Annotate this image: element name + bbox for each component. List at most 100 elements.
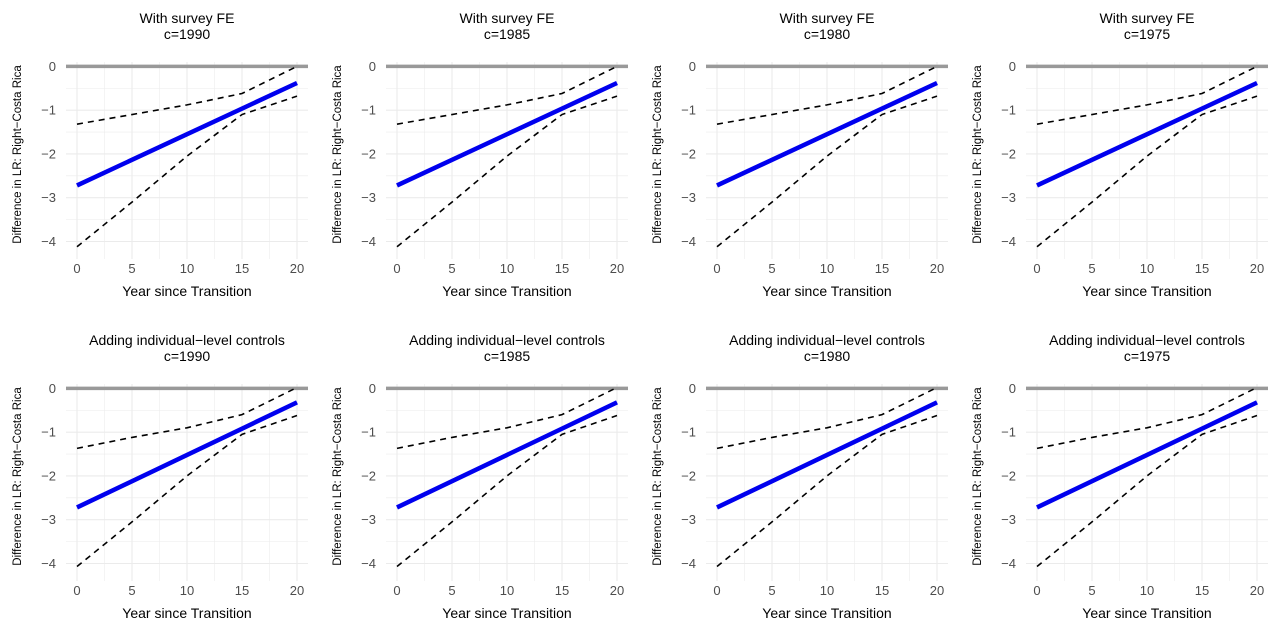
x-tick-label: 5 [448, 261, 455, 276]
y-tick-label: −1 [1001, 425, 1016, 440]
x-tick-label: 10 [820, 261, 834, 276]
x-tick-label: 20 [610, 583, 624, 598]
ci-lower-line [76, 95, 298, 248]
x-tick-label: 5 [128, 261, 135, 276]
x-tick-label: 20 [610, 261, 624, 276]
y-tick-label: −1 [681, 103, 696, 118]
y-tick-label: −1 [681, 425, 696, 440]
estimate-line [76, 80, 298, 188]
y-tick-label: −3 [681, 512, 696, 527]
grid [706, 62, 948, 259]
x-axis-label: Year since Transition [122, 605, 251, 621]
y-tick-label: −1 [41, 425, 56, 440]
ci-upper-line [396, 386, 618, 450]
x-tick-label: 10 [180, 583, 194, 598]
panel-6: 0 5 10 15 20 0 −1 −2 −3 −4 Adding individual−level… [332, 332, 628, 621]
y-tick-label: 0 [1009, 59, 1016, 74]
x-tick-label: 10 [1140, 261, 1154, 276]
y-tick-label: −1 [1001, 103, 1016, 118]
x-tick-label: 0 [1033, 261, 1040, 276]
y-tick-label: −2 [681, 468, 696, 483]
estimate-line [1036, 400, 1258, 510]
ci-lower-line [396, 95, 618, 248]
x-tick-label: 20 [930, 583, 944, 598]
x-tick-label: 0 [393, 261, 400, 276]
x-tick-label: 20 [290, 583, 304, 598]
panel-title: Adding individual−level controls [1049, 332, 1245, 348]
y-tick-label: −4 [41, 556, 56, 571]
ci-lower-line [716, 95, 938, 248]
x-tick-label: 5 [768, 583, 775, 598]
panel-subtitle: c=1990 [164, 348, 211, 364]
x-tick-label: 5 [768, 261, 775, 276]
y-tick-label: −4 [361, 234, 376, 249]
x-axis-label: Year since Transition [762, 283, 891, 299]
estimate-line [396, 80, 618, 188]
panel-subtitle: c=1985 [484, 348, 531, 364]
y-tick-label: 0 [49, 381, 56, 396]
panel-title: With survey FE [1100, 10, 1195, 26]
panel-1: 0 5 10 15 20 0 −1 −2 −3 −4 With survey FEc=1990 Yea… [12, 10, 308, 299]
y-tick-label: −1 [361, 103, 376, 118]
y-axis-label: Difference in LR: Right−Costa Rica [652, 387, 664, 566]
grid [1026, 62, 1268, 259]
ci-upper-line [716, 386, 938, 450]
ci-lower-line [1036, 414, 1258, 568]
x-axis-label: Year since Transition [1082, 283, 1211, 299]
panel-3: 0 5 10 15 20 0 −1 −2 −3 −4 With survey FEc=1980 Yea… [652, 10, 948, 299]
estimate-line [1036, 80, 1258, 188]
x-axis-label: Year since Transition [442, 605, 571, 621]
y-tick-label: −3 [681, 190, 696, 205]
panel-subtitle: c=1990 [164, 26, 211, 42]
ci-upper-line [1036, 65, 1258, 125]
ci-lower-line [76, 414, 298, 568]
x-tick-label: 10 [820, 583, 834, 598]
panel-subtitle: c=1975 [1124, 26, 1171, 42]
panel-5: 0 5 10 15 20 0 −1 −2 −3 −4 Adding individual−level… [12, 332, 308, 621]
y-tick-label: −4 [1001, 556, 1016, 571]
panel-subtitle: c=1985 [484, 26, 531, 42]
panel-subtitle: c=1975 [1124, 348, 1171, 364]
panel-subtitle: c=1980 [804, 348, 851, 364]
panel-8: 0 5 10 15 20 0 −1 −2 −3 −4 Adding individual−level… [972, 332, 1268, 621]
grid [66, 62, 308, 259]
panel-4: 0 5 10 15 20 0 −1 −2 −3 −4 With survey FEc=1975 Yea… [972, 10, 1268, 299]
x-tick-label: 20 [1250, 583, 1264, 598]
y-tick-label: −4 [361, 556, 376, 571]
x-axis-label: Year since Transition [442, 283, 571, 299]
ci-lower-line [1036, 95, 1258, 248]
y-axis-label: Difference in LR: Right−Costa Rica [652, 65, 664, 244]
y-tick-label: 0 [689, 381, 696, 396]
x-tick-label: 10 [500, 583, 514, 598]
x-tick-label: 20 [1250, 261, 1264, 276]
y-tick-label: 0 [1009, 381, 1016, 396]
x-tick-label: 15 [875, 261, 889, 276]
x-tick-label: 0 [73, 261, 80, 276]
y-tick-label: −3 [41, 512, 56, 527]
y-tick-label: −2 [41, 146, 56, 161]
ci-lower-line [396, 414, 618, 568]
x-axis-label: Year since Transition [122, 283, 251, 299]
y-tick-label: 0 [49, 59, 56, 74]
y-tick-label: −3 [41, 190, 56, 205]
panel-title: Adding individual−level controls [729, 332, 925, 348]
x-tick-label: 15 [235, 261, 249, 276]
y-tick-label: −1 [41, 103, 56, 118]
y-axis-label: Difference in LR: Right−Costa Rica [972, 387, 984, 566]
x-tick-label: 20 [290, 261, 304, 276]
y-axis-label: Difference in LR: Right−Costa Rica [12, 65, 24, 244]
estimate-line [716, 80, 938, 188]
x-tick-label: 15 [555, 261, 569, 276]
panel-subtitle: c=1980 [804, 26, 851, 42]
y-tick-label: −4 [681, 234, 696, 249]
y-tick-label: −3 [361, 190, 376, 205]
x-tick-label: 5 [128, 583, 135, 598]
ci-lower-line [716, 414, 938, 568]
y-tick-label: −4 [681, 556, 696, 571]
x-tick-label: 0 [1033, 583, 1040, 598]
panel-2: 0 5 10 15 20 0 −1 −2 −3 −4 With survey FEc=1985 Yea… [332, 10, 628, 299]
y-tick-label: −1 [361, 425, 376, 440]
y-tick-label: −3 [1001, 190, 1016, 205]
y-axis-label: Difference in LR: Right−Costa Rica [972, 65, 984, 244]
